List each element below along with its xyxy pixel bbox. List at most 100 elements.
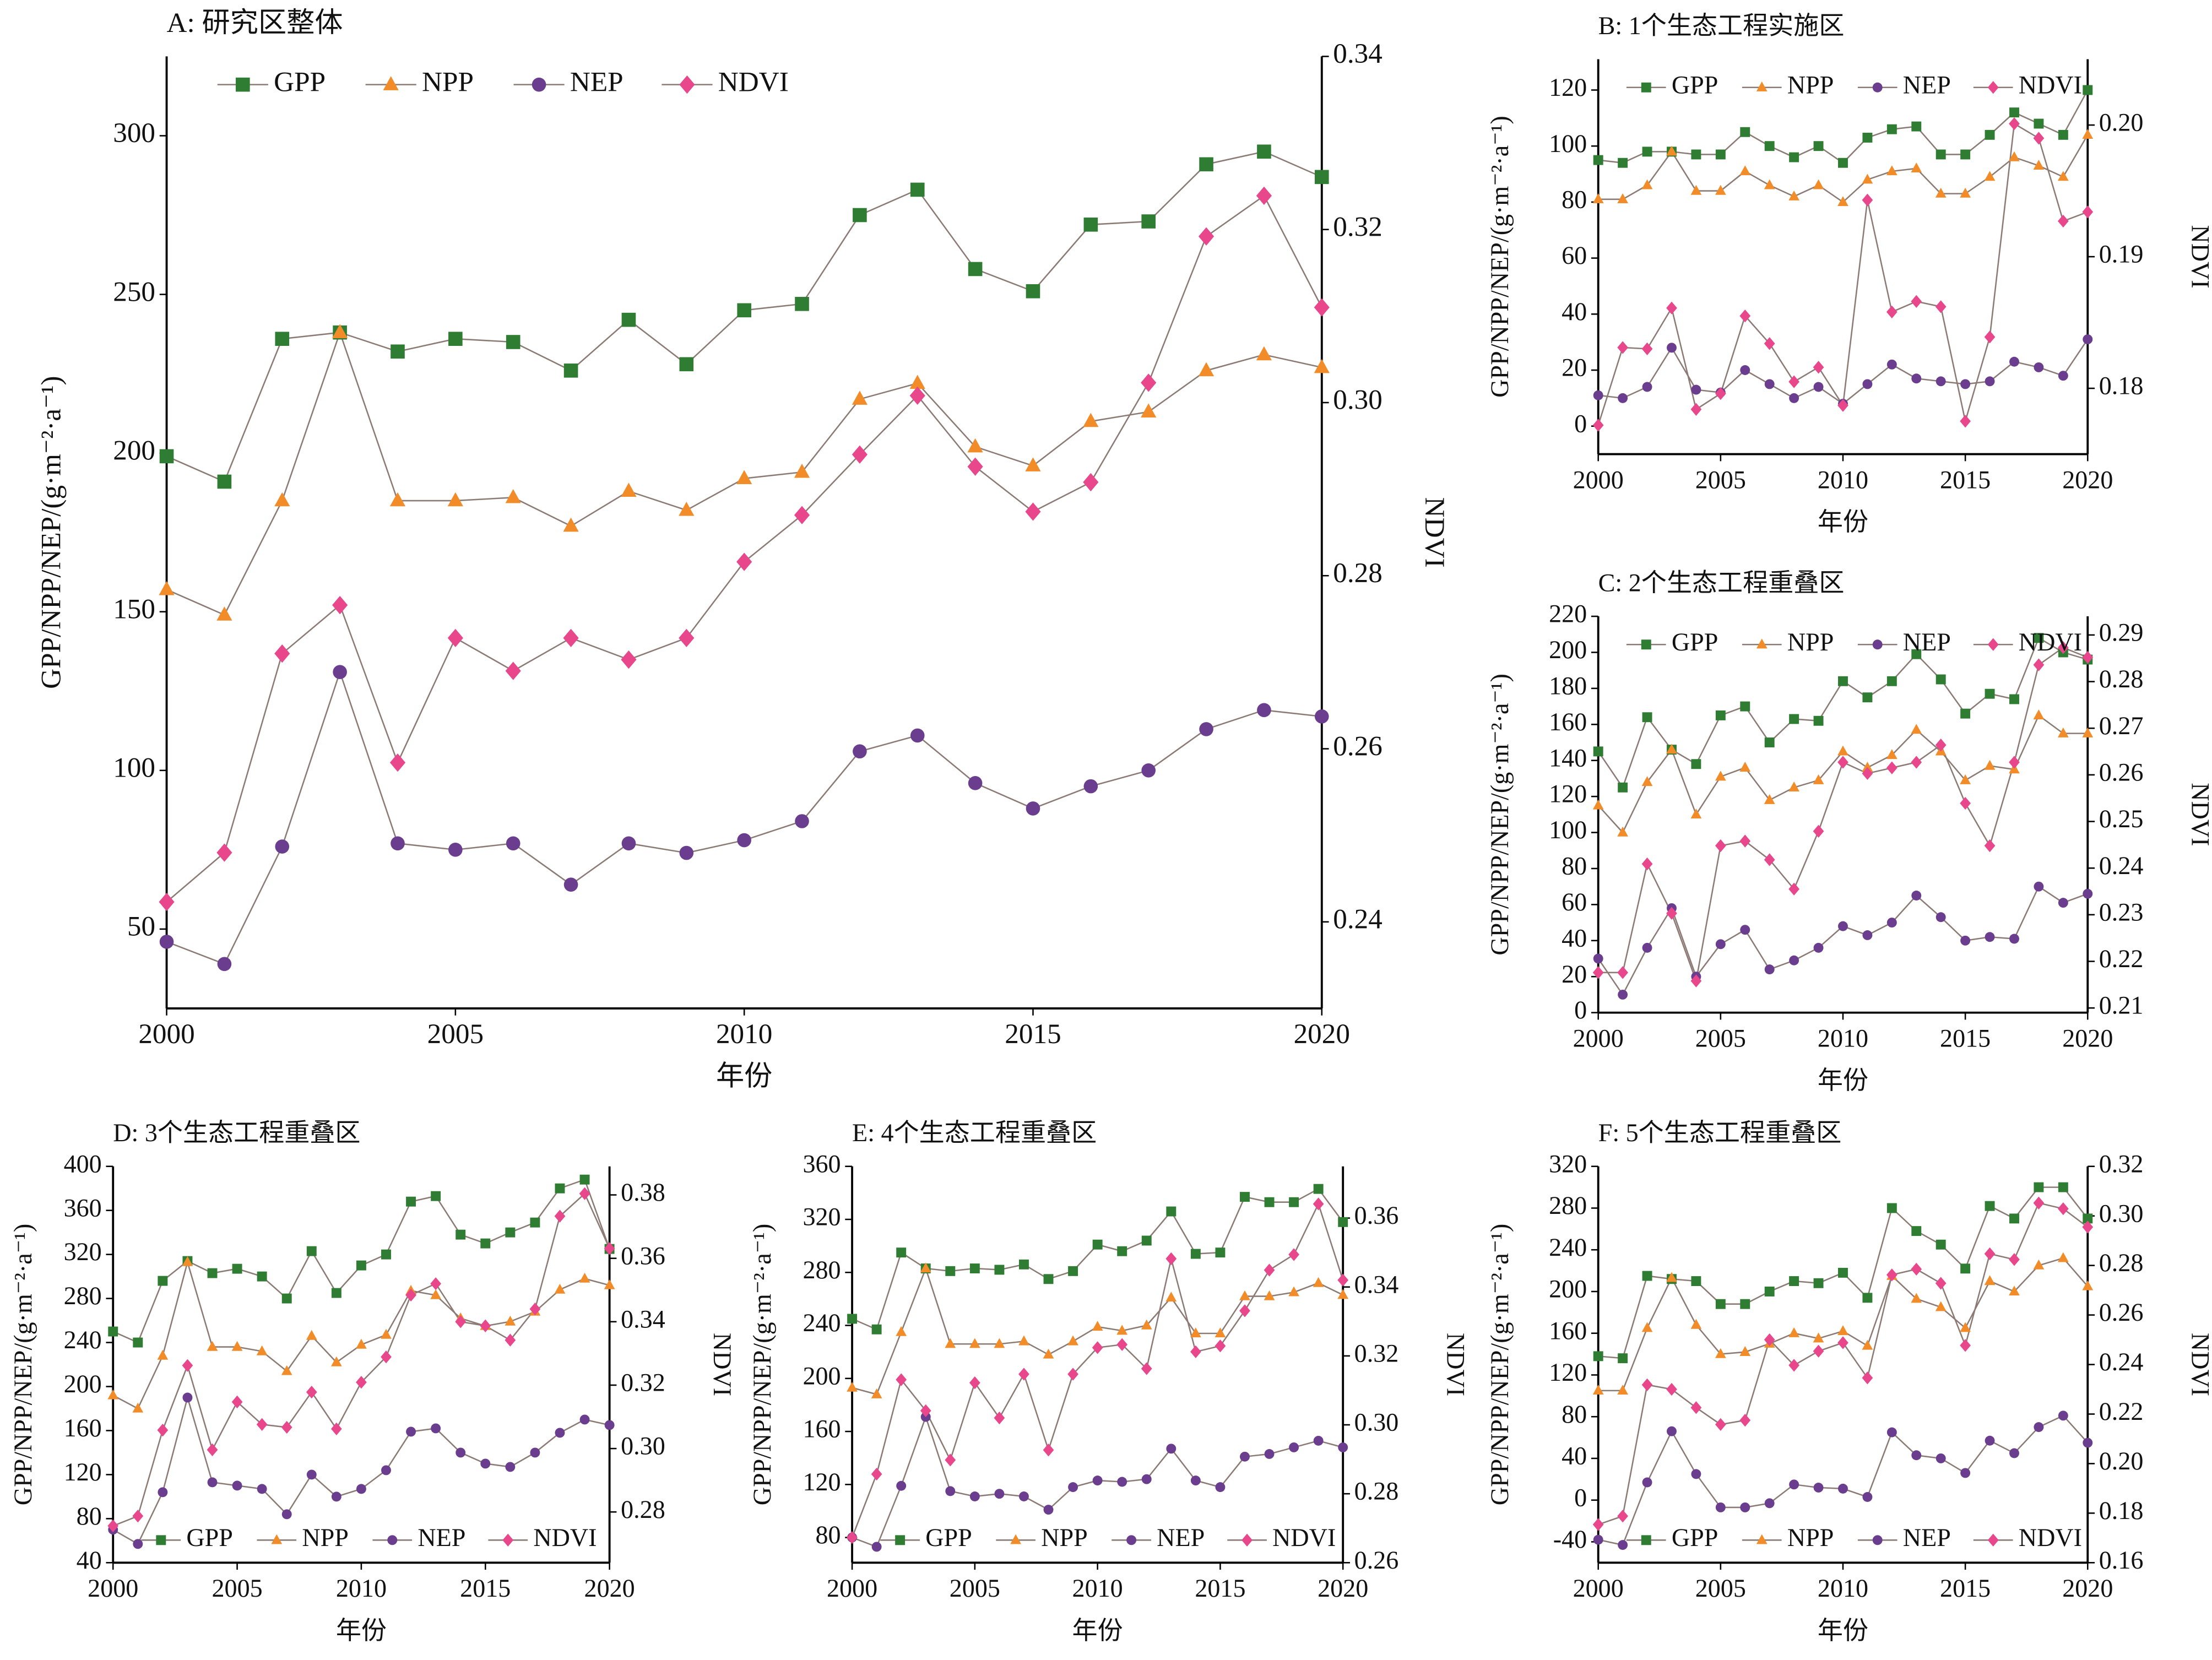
data-point — [563, 877, 578, 892]
data-point — [967, 457, 983, 476]
data-point — [1838, 1483, 1848, 1494]
legend-label: NEP — [1157, 1523, 1205, 1551]
data-point — [1935, 739, 1947, 752]
data-point — [2058, 371, 2068, 381]
data-point — [2009, 151, 2020, 161]
y-tick-label: 320 — [1549, 1149, 1587, 1178]
data-point — [331, 1288, 341, 1298]
data-point — [2009, 356, 2019, 367]
data-point — [1886, 749, 1897, 760]
data-point — [391, 344, 405, 359]
data-point — [1691, 759, 1701, 769]
data-point — [1641, 342, 1653, 356]
data-point — [207, 1477, 218, 1488]
data-point — [579, 1174, 590, 1185]
data-point — [2057, 171, 2069, 181]
data-point — [1593, 953, 1603, 964]
data-point — [1837, 1336, 1848, 1349]
data-point — [1985, 1201, 1995, 1211]
y2-tick-label: 0.28 — [2099, 1249, 2144, 1277]
data-point — [1117, 1246, 1127, 1256]
data-point — [1911, 162, 1922, 173]
legend-label: NEP — [570, 66, 624, 97]
data-point — [1025, 457, 1041, 471]
legend-label: GPP — [186, 1523, 233, 1551]
data-point — [563, 517, 579, 532]
data-point — [1215, 1247, 1226, 1258]
y2-tick-label: 0.25 — [2099, 805, 2144, 833]
data-point — [1288, 1286, 1299, 1296]
data-point — [554, 1209, 566, 1223]
data-point — [1190, 1475, 1201, 1486]
data-point — [2083, 334, 2093, 345]
data-point — [1886, 1203, 1897, 1213]
y-tick-label: 120 — [1549, 780, 1587, 808]
x-tick-label: 2015 — [1940, 1024, 1991, 1052]
x-tick-label: 2020 — [2062, 1024, 2113, 1052]
data-point — [1641, 179, 1653, 189]
data-point — [1067, 1335, 1078, 1346]
data-point — [1026, 284, 1040, 299]
legend-marker — [1987, 638, 1999, 651]
data-point — [1642, 147, 1652, 157]
data-point — [1618, 782, 1628, 793]
data-point — [505, 661, 521, 680]
data-point — [1264, 1449, 1275, 1459]
x-tick-label: 2000 — [138, 1018, 194, 1050]
data-point — [1215, 1327, 1226, 1338]
data-point — [994, 1338, 1005, 1348]
data-point — [1911, 373, 1922, 384]
y2-tick-label: 0.24 — [1333, 904, 1382, 935]
data-point — [1083, 473, 1099, 492]
legend-label: NEP — [418, 1523, 465, 1551]
data-point — [1984, 1275, 1996, 1285]
data-point — [1862, 1339, 1873, 1350]
y-axis-label: GPP/NPP/NEP/(g·m⁻²·a⁻¹) — [35, 376, 67, 688]
data-point — [555, 1428, 565, 1438]
data-point — [1985, 376, 1995, 387]
y-tick-label: 160 — [1549, 708, 1587, 736]
y-tick-label: 120 — [1549, 73, 1587, 101]
data-point — [871, 1542, 882, 1552]
data-point — [679, 845, 694, 860]
data-point — [159, 935, 174, 949]
data-point — [207, 1268, 218, 1278]
data-point — [1690, 1319, 1702, 1329]
data-point — [232, 1263, 242, 1274]
data-point — [1592, 799, 1604, 810]
data-point — [1740, 701, 1750, 712]
data-point — [1715, 1502, 1726, 1512]
legend-marker — [236, 77, 250, 92]
data-point — [456, 1447, 466, 1458]
y2-tick-label: 0.28 — [1354, 1477, 1399, 1505]
y-tick-label: 250 — [113, 276, 155, 307]
panel-title: F: 5个生态工程重叠区 — [1598, 1119, 1842, 1147]
data-point — [1788, 375, 1799, 388]
data-point — [1739, 834, 1751, 848]
data-point — [853, 744, 867, 759]
data-point — [456, 1229, 466, 1240]
legend-marker — [387, 1535, 398, 1545]
data-point — [1593, 746, 1603, 757]
data-point — [1618, 393, 1628, 403]
series-line — [852, 1187, 1344, 1331]
data-point — [1837, 196, 1848, 207]
data-point — [232, 1480, 242, 1491]
data-point — [1288, 1248, 1299, 1261]
data-point — [356, 1484, 366, 1494]
data-point — [1715, 939, 1726, 950]
data-point — [1617, 1385, 1628, 1395]
data-point — [430, 1277, 441, 1290]
data-point — [1789, 393, 1799, 403]
data-point — [969, 1338, 980, 1348]
x-tick-label: 2005 — [1695, 1574, 1746, 1602]
x-axis-label: 年份 — [1818, 508, 1868, 536]
data-point — [2009, 1253, 2020, 1266]
y-tick-label: -40 — [1553, 1525, 1587, 1553]
data-point — [968, 262, 983, 276]
data-point — [1141, 1362, 1152, 1375]
data-point — [1740, 127, 1750, 137]
data-point — [920, 1262, 931, 1273]
